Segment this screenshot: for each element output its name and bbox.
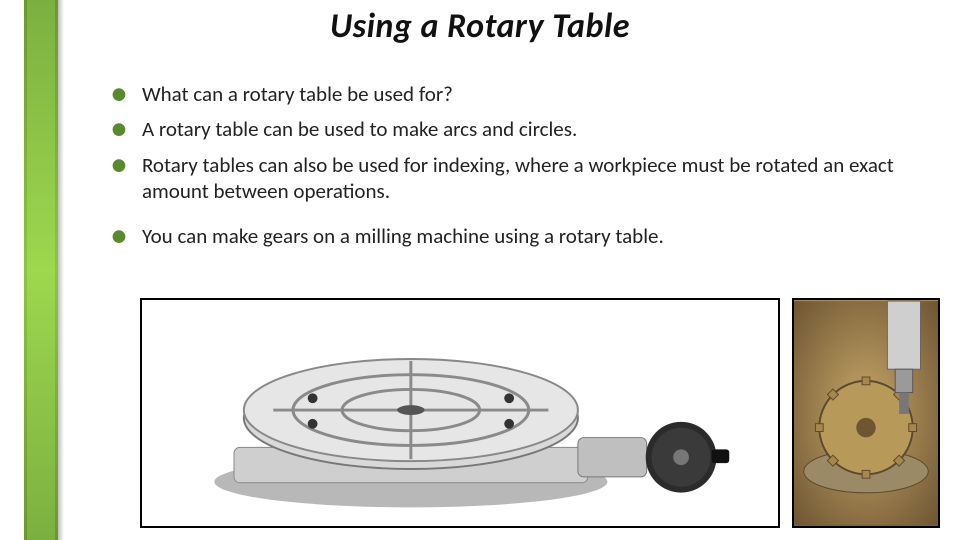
bullet-dot-icon: • bbox=[110, 82, 128, 104]
bullet-text: Rotary tables can also be used for index… bbox=[142, 151, 940, 205]
bullet-text: A rotary table can be used to make arcs … bbox=[142, 115, 577, 142]
rotary-table-photo bbox=[140, 298, 780, 528]
bullet-dot-icon: • bbox=[110, 153, 128, 175]
rotary-table-icon bbox=[142, 300, 778, 526]
accent-stripe-shadow bbox=[58, 0, 64, 540]
bullet-item: • Rotary tables can also be used for ind… bbox=[110, 151, 940, 205]
bullet-text: You can make gears on a milling machine … bbox=[142, 222, 664, 249]
gear-cutting-photo bbox=[792, 298, 940, 528]
images-row bbox=[140, 298, 940, 530]
bullet-item: • What can a rotary table be used for? bbox=[110, 80, 940, 107]
bullet-dot-icon: • bbox=[110, 117, 128, 139]
bullet-list: • What can a rotary table be used for? •… bbox=[110, 80, 940, 257]
bullet-dot-icon: • bbox=[110, 224, 128, 246]
page-title: Using a Rotary Table bbox=[0, 6, 960, 47]
bullet-item: • You can make gears on a milling machin… bbox=[110, 222, 940, 249]
spacer bbox=[110, 212, 940, 222]
gear-cutting-icon bbox=[794, 300, 938, 526]
bullet-text: What can a rotary table be used for? bbox=[142, 80, 453, 107]
bullet-item: • A rotary table can be used to make arc… bbox=[110, 115, 940, 142]
accent-stripe-inner bbox=[27, 0, 55, 540]
